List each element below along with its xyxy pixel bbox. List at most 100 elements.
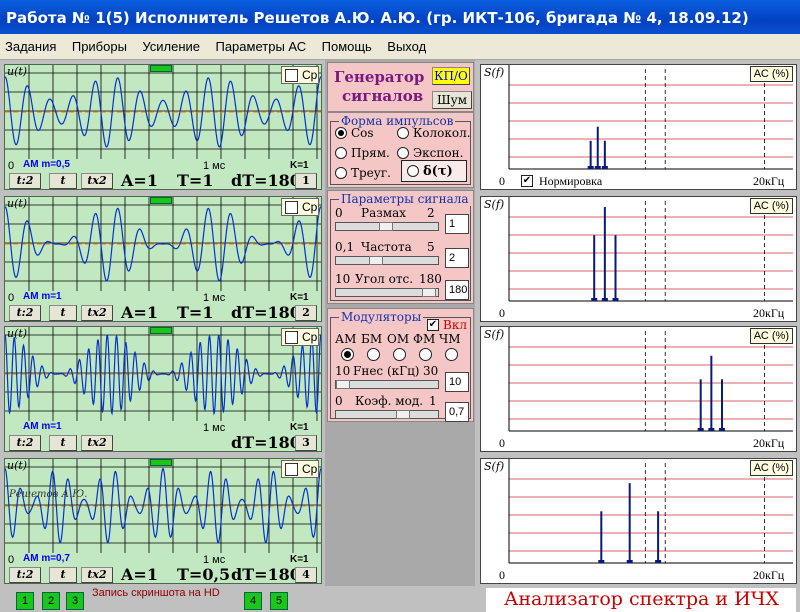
freq-end-label: 20кГц [753, 174, 785, 188]
oscilloscope-plot [5, 197, 321, 291]
trigger-marker [150, 327, 172, 334]
channel-number-button[interactable]: 1 [295, 173, 317, 189]
signal-waveform [5, 467, 321, 544]
form-tri-radio[interactable]: Треуг. [335, 166, 391, 180]
oscilloscope-ylabel: u(t) [7, 65, 28, 78]
form-delta-radio[interactable]: δ(τ) [407, 164, 453, 179]
amplitude-label: A=1 [121, 171, 158, 190]
freq-end-label: 20кГц [753, 568, 785, 582]
form-delta-box[interactable]: δ(τ) [401, 160, 467, 182]
swing-label: Размах [361, 206, 407, 220]
channel-number-button[interactable]: 4 [295, 567, 317, 583]
mod-type-radio[interactable] [367, 348, 380, 361]
screen-1-button[interactable]: 1 [16, 592, 34, 610]
slider-thumb[interactable] [422, 288, 436, 297]
average-checkbox[interactable]: Ср [281, 460, 319, 478]
menu-devices[interactable]: Приборы [71, 39, 127, 54]
checkbox-icon [285, 69, 298, 82]
pulse-form-panel: Форма импульсов Cos Колокол. Прям. Экспо… [327, 112, 474, 188]
angle-value[interactable]: 180 [445, 280, 469, 300]
ac-percent-button[interactable]: АС (%) [749, 460, 793, 476]
norm-checkbox[interactable]: ✔ [521, 175, 533, 187]
radio-dot [344, 351, 351, 358]
radio-icon [397, 127, 409, 139]
time-reset-button[interactable]: t [49, 305, 77, 321]
swing-value[interactable]: 1 [445, 214, 469, 234]
average-checkbox[interactable]: Ср [281, 328, 319, 346]
channel-number-button[interactable]: 3 [295, 435, 317, 451]
freq-start-label: 0 [499, 174, 505, 188]
ac-percent-button[interactable]: АС (%) [749, 328, 793, 344]
form-exp-radio[interactable]: Экспон. [397, 146, 463, 160]
time-reset-button[interactable]: t [49, 173, 77, 189]
freq-min: 0,1 [335, 240, 355, 254]
angle-max: 180 [419, 272, 442, 286]
period-label: T=1 [177, 171, 214, 190]
noise-button[interactable]: Шум [432, 91, 472, 109]
mod-type-radio[interactable] [445, 348, 458, 361]
form-rect-radio[interactable]: Прям. [335, 146, 390, 160]
spectrum-ylabel: S(f) [484, 198, 505, 211]
menu-gain[interactable]: Усиление [142, 39, 201, 54]
freq-value[interactable]: 2 [445, 248, 469, 268]
form-cos-radio[interactable]: Cos [335, 126, 374, 140]
time-div2-button[interactable]: t:2 [9, 305, 41, 321]
ac-percent-button[interactable]: АС (%) [749, 66, 793, 82]
average-label: Ср [302, 462, 318, 476]
screen-3-button[interactable]: 3 [66, 592, 84, 610]
spectrum-panel-1: S(f) АС (%) 0 ✔ Нормировка 20кГц [480, 64, 797, 190]
spectral-line-base [601, 166, 608, 169]
time-x2-button[interactable]: tx2 [81, 567, 113, 583]
slider-thumb[interactable] [336, 380, 350, 389]
analyzer-caption: Анализатор спектра и ИЧХ [486, 588, 796, 612]
oscilloscope-controls: t:2 t tx2 A=1 T=1 dT=180 2 [5, 303, 321, 322]
freq-slider[interactable] [335, 256, 439, 265]
mod-type-radio[interactable] [341, 348, 354, 361]
gain-label: K=1 [290, 292, 309, 303]
time-scale: 1 мс [203, 160, 226, 172]
menu-exit[interactable]: Выход [387, 39, 427, 54]
screen-5-button[interactable]: 5 [270, 592, 288, 610]
screen-2-button[interactable]: 2 [42, 592, 60, 610]
time-div2-button[interactable]: t:2 [9, 173, 41, 189]
save-screenshot-label[interactable]: Запись скриншота на HD [92, 587, 220, 599]
spectral-line-base [598, 560, 605, 563]
spectrum-footer: 0 ✔ 20кГц [481, 435, 796, 451]
freq-start-label: 0 [499, 306, 505, 320]
modcoef-value[interactable]: 0,7 [445, 402, 469, 422]
kpo-button[interactable]: КП/О [432, 67, 470, 85]
swing-slider[interactable] [335, 222, 439, 231]
time-x2-button[interactable]: tx2 [81, 435, 113, 451]
mod-enable-checkbox[interactable]: ✔ Вкл [427, 318, 467, 332]
time-div2-button[interactable]: t:2 [9, 435, 41, 451]
ac-percent-button[interactable]: АС (%) [749, 198, 793, 214]
menu-help[interactable]: Помощь [321, 39, 372, 54]
modcoef-min: 0 [335, 394, 343, 408]
oscilloscope-controls: t:2 t tx2 A=1 T=0,5 dT=180 4 [5, 565, 321, 584]
average-checkbox[interactable]: Ср [281, 66, 319, 84]
spectral-line-base [591, 298, 598, 301]
fnes-slider[interactable] [335, 380, 439, 389]
angle-min: 10 [335, 272, 351, 286]
screen-4-button[interactable]: 4 [244, 592, 262, 610]
average-checkbox[interactable]: Ср [281, 198, 319, 216]
slider-thumb[interactable] [396, 410, 411, 419]
angle-slider[interactable] [335, 288, 439, 297]
spectrum-ylabel: S(f) [484, 460, 505, 473]
time-reset-button[interactable]: t [49, 567, 77, 583]
modcoef-slider[interactable] [335, 410, 439, 419]
fnes-value[interactable]: 10 [445, 372, 469, 392]
slider-thumb[interactable] [379, 222, 393, 231]
time-x2-button[interactable]: tx2 [81, 173, 113, 189]
menu-analyzer-params[interactable]: Параметры АС [215, 39, 307, 54]
radio-icon [407, 165, 419, 177]
time-x2-button[interactable]: tx2 [81, 305, 113, 321]
mod-type-radio[interactable] [419, 348, 432, 361]
time-div2-button[interactable]: t:2 [9, 567, 41, 583]
slider-thumb[interactable] [368, 256, 383, 265]
channel-number-button[interactable]: 2 [295, 305, 317, 321]
time-reset-button[interactable]: t [49, 435, 77, 451]
form-bell-radio[interactable]: Колокол. [397, 126, 471, 140]
menu-tasks[interactable]: Задания [5, 39, 57, 54]
mod-type-radio[interactable] [393, 348, 406, 361]
